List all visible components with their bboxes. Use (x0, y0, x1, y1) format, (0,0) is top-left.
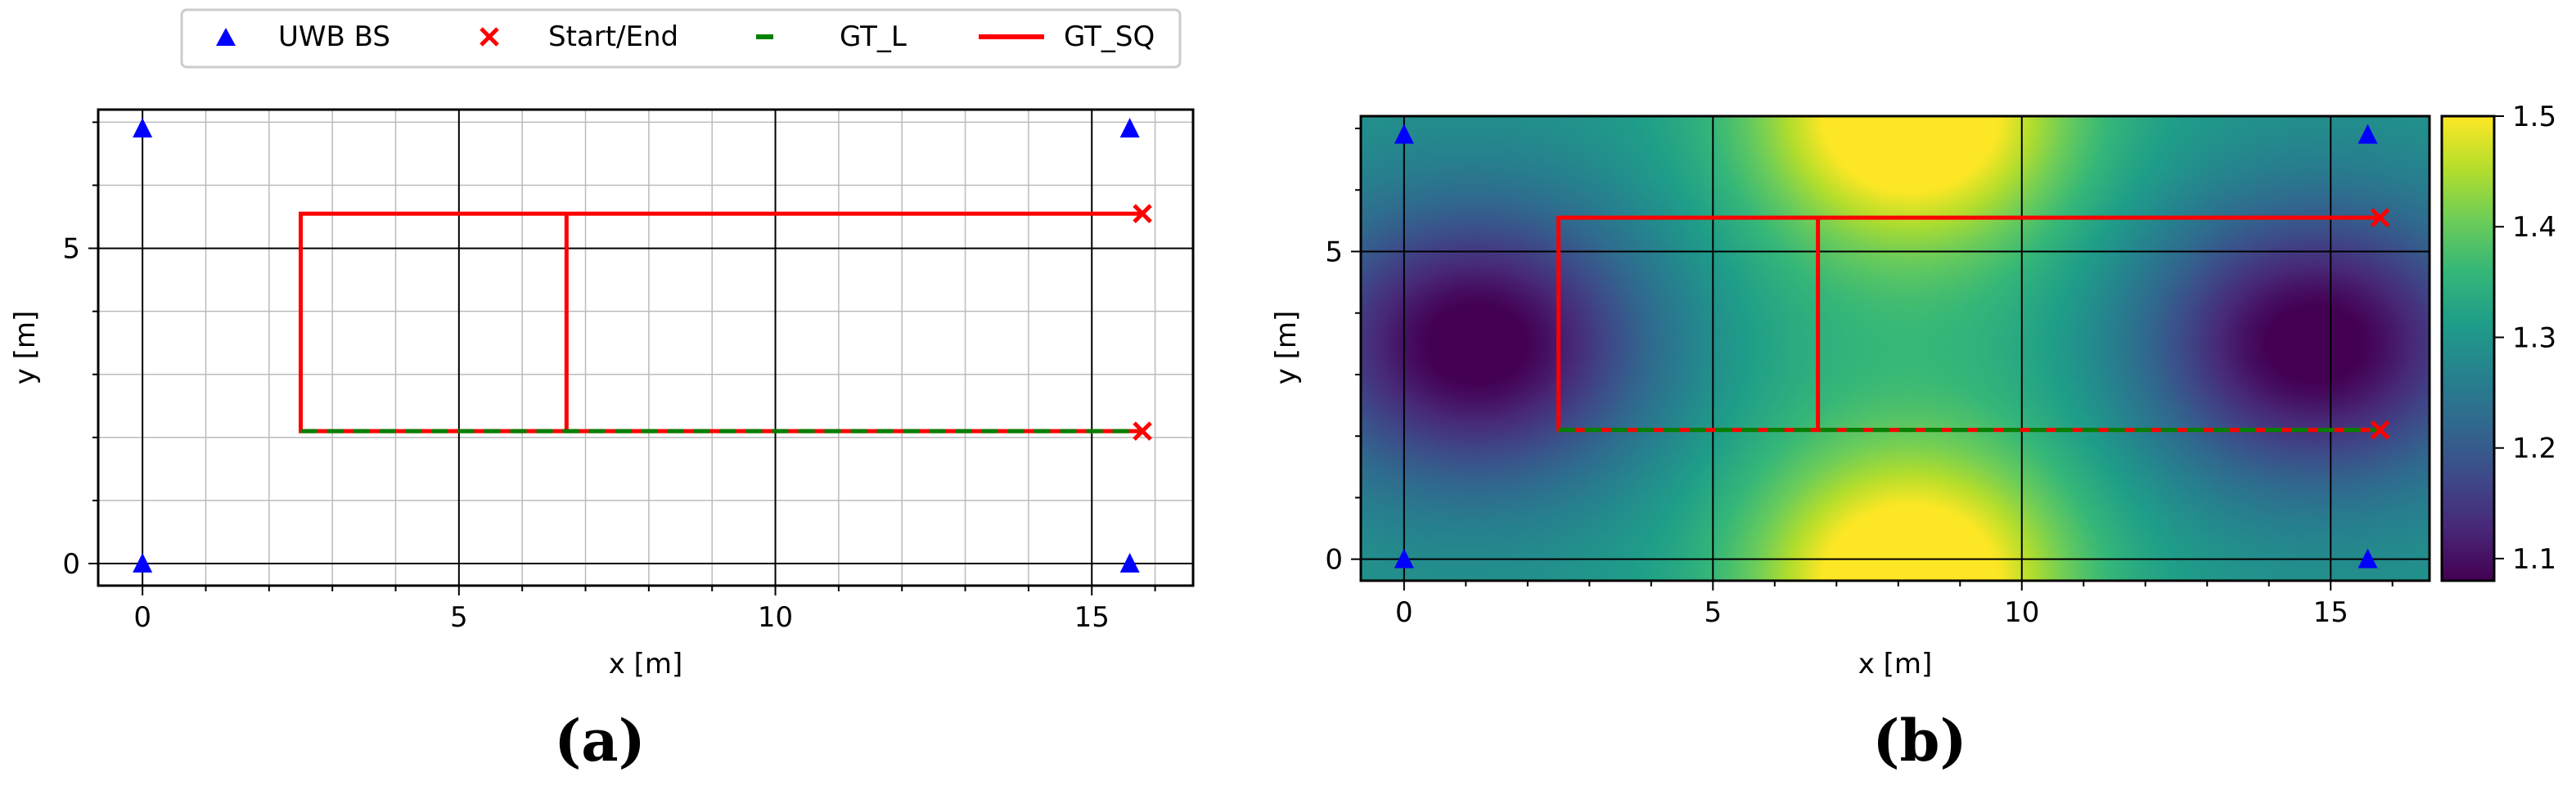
base-station-triangle-icon (1394, 548, 1414, 568)
panel-b-ylabel: y [m] (1270, 311, 1303, 385)
colorbar-tick-label: 1.1 (2512, 543, 2556, 576)
base-station-triangle-icon (1119, 553, 1140, 573)
colorbar-tick-label: 1.2 (2512, 433, 2556, 465)
x-tick-label: 15 (1074, 601, 1110, 634)
legend-label-start-end: Start/End (548, 20, 678, 53)
panel-b-axes-frame (1359, 115, 2431, 582)
legend: UWB BS Start/End GT_L GT_SQ (180, 8, 1182, 69)
panel-a-plot-area (98, 110, 1193, 586)
x-tick-label: 5 (450, 601, 468, 634)
start-end-x-icon (2370, 208, 2390, 227)
legend-triangle-icon (216, 28, 236, 46)
y-tick-label: 0 (1325, 544, 1343, 577)
y-tick-label: 0 (62, 548, 80, 581)
base-station-triangle-icon (133, 553, 153, 573)
colorbar-gradient (2442, 116, 2494, 581)
base-station-triangle-icon (2358, 548, 2378, 568)
panel-a-ylabel: y [m] (9, 311, 42, 385)
x-tick-label: 5 (1704, 596, 1722, 629)
y-tick-label: 5 (62, 233, 80, 266)
panel-b-ticks: 0 5 10 15 0 5 (1325, 128, 2394, 629)
start-end-x-icon (1133, 204, 1152, 223)
panel-b: 0 5 10 15 0 5 x [m] y [m] (b) 1.1 1.2 1.3 1.4 1.5 (1270, 101, 2556, 775)
colorbar-tick-label: 1.3 (2512, 321, 2556, 354)
y-tick-label: 5 (1325, 236, 1343, 269)
legend-label-gt-l: GT_L (840, 20, 907, 53)
panel-b-major-grid (1361, 116, 2430, 581)
x-tick-label: 10 (2004, 596, 2039, 629)
start-end-x-stroke (2370, 420, 2390, 440)
gt-sq-line (1556, 215, 2380, 433)
base-station-triangle-icon (2358, 124, 2378, 144)
x-tick-label: 0 (133, 601, 151, 634)
panel-a-markers (133, 118, 1152, 573)
start-end-x-icon (1133, 421, 1152, 441)
legend-frame (180, 8, 1182, 69)
colorbar-tick-label: 1.5 (2512, 101, 2556, 133)
start-end-x-icon (2370, 420, 2390, 440)
panel-a: 0 5 10 15 0 5 x [m] y [m] (a) (9, 108, 1195, 775)
panel-a-major-grid (98, 110, 1193, 586)
x-tick-label: 15 (2313, 596, 2349, 629)
base-station-triangle-icon (1394, 124, 1414, 144)
panel-b-trajectories (1556, 215, 2380, 433)
base-station-triangle-icon (133, 118, 153, 138)
panel-b-xlabel: x [m] (1858, 648, 1933, 680)
panel-a-minor-grid (98, 110, 1193, 586)
x-tick-label: 0 (1395, 596, 1413, 629)
legend-label-gt-sq: GT_SQ (1064, 20, 1155, 53)
start-end-x-stroke (2370, 208, 2390, 227)
colorbar-tick-label: 1.4 (2512, 211, 2556, 244)
panel-a-xlabel: x [m] (609, 648, 683, 680)
start-end-x-stroke (1133, 204, 1152, 223)
panel-b-caption: (b) (1872, 707, 1966, 775)
x-tick-label: 10 (758, 601, 793, 634)
legend-label-uwb-bs: UWB BS (278, 20, 390, 53)
panel-a-ticks: 0 5 10 15 0 5 (62, 121, 1156, 634)
panel-a-axes-frame (97, 108, 1195, 587)
colorbar-ticks: 1.1 1.2 1.3 1.4 1.5 (2494, 101, 2556, 576)
panel-a-caption: (a) (554, 707, 646, 775)
start-end-x-stroke (1133, 421, 1152, 441)
legend-x-icon (480, 27, 499, 47)
base-station-triangle-icon (1119, 118, 1140, 138)
colorbar-frame (2440, 115, 2496, 582)
panel-b-markers (1394, 124, 2390, 568)
panel-b-heatmap (1361, 116, 2430, 581)
panel-a-trajectories (298, 211, 1143, 433)
